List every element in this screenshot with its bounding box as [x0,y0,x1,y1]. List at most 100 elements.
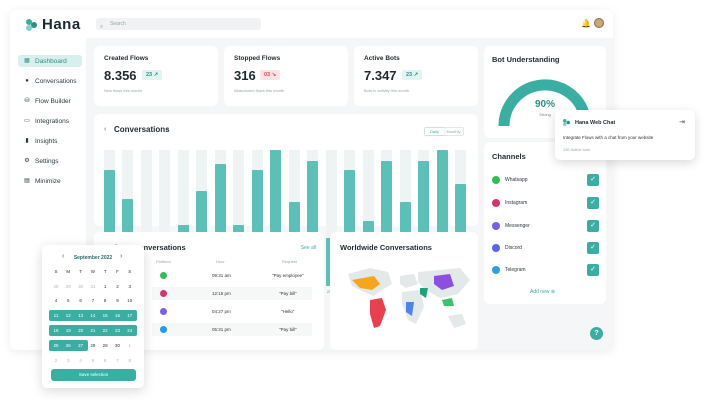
today-title: Today's Conversations [104,243,186,252]
channel-row: Whatsapp ✓ [492,174,602,186]
calendar-day[interactable]: 21 [90,328,96,333]
chart-bar[interactable] [270,150,282,286]
table-row[interactable]: 04:27 pm "Hello" [152,305,312,318]
chart-bar[interactable] [251,170,263,286]
calendar-day[interactable]: 10 [127,298,133,303]
chart-bar[interactable] [344,170,356,286]
calendar-day[interactable]: 4 [79,358,82,363]
chevron-right-icon[interactable]: › [166,126,169,133]
calendar-day[interactable]: 2 [116,284,119,289]
channel-checkbox[interactable]: ✓ [587,197,599,209]
nav-conversations[interactable]: ● Conversations [18,75,82,87]
calendar-day[interactable]: 20 [78,328,84,333]
channel-row: Telegram ✓ [492,264,602,276]
calendar-day[interactable]: 18 [53,328,59,333]
bar-track [233,150,245,286]
calendar-day[interactable]: 15 [102,313,108,318]
calendar-day[interactable]: 14 [90,313,96,318]
exit-icon[interactable]: ⇥ [679,119,685,126]
calendar-day[interactable]: 30 [78,284,84,289]
table-row[interactable]: 09:31 am "Pay employee" [152,269,312,282]
calendar-day[interactable]: 22 [102,328,108,333]
calendar-day[interactable]: 11 [53,313,59,318]
nav-flow-builder[interactable]: ⛁ Flow Builder [18,95,82,107]
toggle-monthly[interactable]: Monthly [446,129,461,134]
flow-icon: ⛁ [24,98,30,104]
chart-bar[interactable] [214,163,226,286]
calendar-day[interactable]: 17 [127,313,133,318]
weekday-label: M [66,269,71,274]
add-new-label: Add new [530,289,550,295]
table-row[interactable]: 12:15 pm "Pay bill" [152,287,312,300]
avatar[interactable] [594,18,604,28]
calendar-day[interactable]: 8 [103,298,107,303]
chart-bar[interactable] [381,160,393,286]
chart-bar[interactable] [103,170,115,286]
calendar-day[interactable]: 2 [54,358,58,363]
channel-checkbox[interactable]: ✓ [587,174,599,186]
chevron-left-icon[interactable]: ‹ [104,126,107,133]
save-selection-button[interactable]: Save selection [51,369,136,381]
logo[interactable]: Hana [26,16,81,33]
help-button[interactable]: ? [590,327,603,340]
calendar-day[interactable]: 7 [91,298,95,303]
chart-bar[interactable] [418,160,430,286]
calendar-day[interactable]: 8 [128,358,132,363]
calendar-day[interactable]: 29 [102,343,108,348]
prev-month-icon[interactable]: ‹ [62,253,65,260]
channel-checkbox[interactable]: ✓ [587,242,599,254]
web-chat-popup: Hana Web Chat ⇥ Integrate Flows with a c… [555,110,695,160]
calendar-day[interactable]: 1 [103,284,107,289]
calendar-day[interactable]: 30 [114,343,120,348]
chart-bar[interactable] [436,150,448,286]
calendar-day[interactable]: 1 [128,343,132,348]
nav-dashboard[interactable]: ▦ Dashboard [18,55,82,67]
bell-icon[interactable]: 🔔 [581,19,591,28]
calendar-day[interactable]: 19 [65,328,71,333]
calendar-day[interactable]: 9 [116,298,119,303]
calendar-day[interactable]: 29 [65,284,71,289]
search-placeholder: Search [110,21,126,27]
calendar-day[interactable]: 25 [53,343,59,348]
nav-insights[interactable]: ▮ Insights [18,135,82,147]
channel-checkbox[interactable]: ✓ [587,220,599,232]
see-all-link[interactable]: See all [300,245,316,251]
chart-bar[interactable] [307,160,319,286]
calendar-day[interactable]: 31 [90,284,96,289]
plug-icon: ▭ [24,118,30,124]
calendar-day[interactable]: 16 [114,313,120,318]
channel-checkbox[interactable]: ✓ [587,264,599,276]
trend-badge: 23 ↗ [402,70,423,80]
calendar-day[interactable]: 7 [116,358,119,363]
calendar-day[interactable]: 3 [128,284,132,289]
nav-integrations[interactable]: ▭ Integrations [18,115,82,127]
whatsapp-icon [160,272,167,279]
nav-settings[interactable]: ⚙ Settings [18,155,82,167]
toggle-daily[interactable]: Daily [425,128,444,135]
calendar-day[interactable]: 4 [54,298,58,303]
table-row[interactable]: 05:31 pm "Pay bill" [152,323,312,336]
search-input[interactable]: ⌕ Search [96,18,261,30]
calendar-day[interactable]: 12 [65,313,71,318]
channels-card: Channels Whatsapp ✓ Instagram ✓ Messenge… [484,142,606,304]
calendar-day[interactable]: 28 [90,343,96,348]
channel-label: Instagram [505,200,528,206]
next-month-icon[interactable]: › [120,253,123,260]
minimize-icon: ▤ [24,178,30,184]
calendar-day[interactable]: 6 [103,358,107,363]
calendar-day[interactable]: 5 [91,358,95,363]
calendar-day[interactable]: 27 [78,343,84,348]
add-channel-button[interactable]: Add new ⊕ [530,289,555,295]
calendar-day[interactable]: 13 [78,313,84,318]
calendar-day[interactable]: 24 [127,328,133,333]
nav-label: Dashboard [35,57,67,65]
gauge-label: Strong [539,112,551,117]
calendar-day[interactable]: 6 [79,298,82,303]
worldwide-card: Worldwide Conversations [330,232,478,350]
calendar-day[interactable]: 5 [67,298,70,303]
calendar-day[interactable]: 26 [65,343,71,348]
calendar-day[interactable]: 28 [53,284,59,289]
calendar-day[interactable]: 3 [67,358,70,363]
calendar-day[interactable]: 23 [114,328,120,333]
nav-minimize[interactable]: ▤ Minimize [18,175,82,187]
